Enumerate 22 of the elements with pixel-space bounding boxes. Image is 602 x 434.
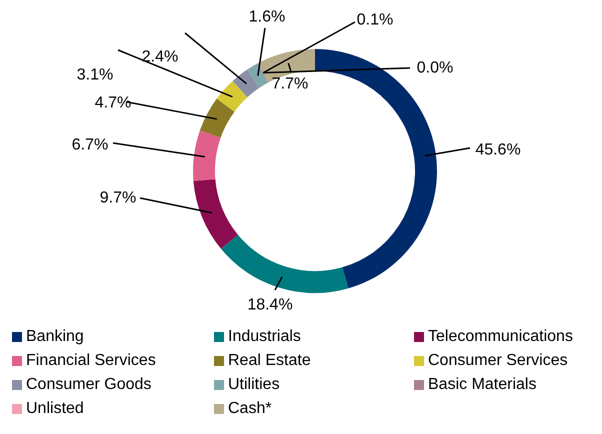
legend-label: Banking	[26, 328, 84, 346]
legend-label: Telecommunications	[428, 328, 573, 346]
legend-label: Consumer Services	[428, 352, 568, 370]
data-label: 6.7%	[72, 136, 108, 154]
data-label: 18.4%	[247, 296, 293, 314]
data-label: 3.1%	[76, 66, 114, 84]
legend-label: Financial Services	[26, 352, 156, 370]
data-label: 4.7%	[94, 94, 132, 112]
legend-label: Industrials	[228, 328, 301, 346]
legend-label: Basic Materials	[428, 376, 536, 394]
data-label: 45.6%	[475, 141, 521, 158]
data-label: 9.7%	[100, 189, 136, 206]
legend-label: Cash*	[228, 400, 272, 418]
legend-label: Consumer Goods	[26, 376, 152, 394]
data-label: 0.1%	[356, 11, 394, 28]
legend-label: Real Estate	[228, 352, 311, 370]
data-label: 7.7%	[272, 75, 308, 92]
legend-label: Unlisted	[26, 400, 84, 418]
data-label: 2.4%	[142, 48, 178, 66]
legend-label: Utilities	[228, 376, 280, 394]
data-label: 1.6%	[248, 8, 286, 26]
text: 0.0%	[416, 59, 454, 76]
